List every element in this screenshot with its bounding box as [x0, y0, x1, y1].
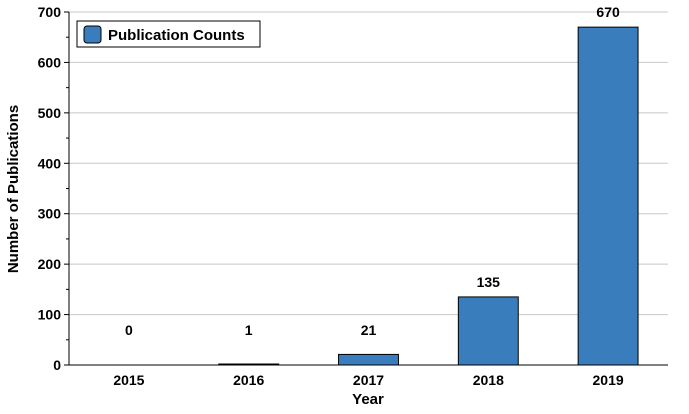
y-axis-title: Number of Publications [5, 105, 22, 273]
data-label: 21 [361, 322, 377, 338]
y-tick-label: 600 [38, 54, 62, 70]
bar-2018 [457, 296, 519, 366]
bar-2017 [338, 353, 399, 366]
y-tick-label: 0 [53, 357, 61, 373]
x-tick-label: 2017 [353, 372, 384, 388]
data-label: 0 [125, 322, 133, 338]
x-tick-label: 2018 [473, 372, 504, 388]
y-tick-label: 300 [38, 206, 62, 222]
y-tick-label: 200 [38, 256, 62, 272]
y-tick-label: 400 [38, 155, 62, 171]
x-axis-title: Year [352, 391, 384, 408]
gridlines [69, 11, 668, 316]
bars [218, 26, 639, 366]
legend-label: Publication Counts [108, 27, 245, 44]
y-tick-label: 700 [38, 4, 62, 20]
bar-2019 [577, 26, 639, 366]
legend: Publication Counts [76, 20, 261, 48]
legend-box [76, 20, 261, 48]
x-tick-label: 2015 [113, 372, 144, 388]
data-label: 1 [245, 322, 253, 338]
axes [64, 11, 668, 366]
x-tick-label: 2019 [593, 372, 624, 388]
data-label: 670 [596, 4, 620, 20]
legend-swatch [83, 25, 102, 44]
x-tick-label: 2016 [233, 372, 264, 388]
labels: 0 100 200 300 400 500 600 700 2015 0 2016 1 2017 21 20… [38, 4, 624, 388]
y-tick-label: 500 [38, 105, 62, 121]
y-tick-label: 100 [38, 307, 62, 323]
data-label: 135 [477, 274, 501, 290]
